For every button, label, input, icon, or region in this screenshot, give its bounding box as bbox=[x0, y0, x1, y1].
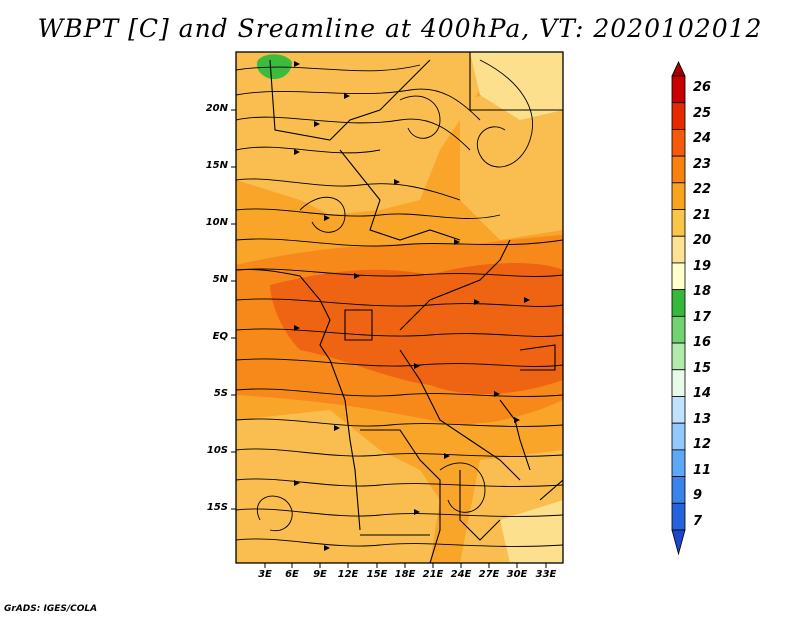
lat-label-10s: 10S bbox=[206, 445, 228, 456]
colorbar-cell bbox=[671, 369, 686, 397]
colorbar-cell bbox=[671, 75, 686, 104]
chart-title: WBPT [C] and Sreamline at 400hPa, VT: 20… bbox=[37, 14, 763, 43]
wbpt-20-south bbox=[236, 410, 440, 563]
colorbar-cell bbox=[671, 129, 686, 157]
colorbar-label-20: 20 bbox=[693, 233, 712, 248]
lon-label-24e: 24E bbox=[450, 569, 472, 580]
colorbar-cell bbox=[671, 155, 686, 184]
colorbar-cell bbox=[671, 102, 686, 130]
colorbar-label-7: 7 bbox=[693, 514, 703, 529]
colorbar-label-13: 13 bbox=[693, 412, 712, 427]
colorbar-label-23: 23 bbox=[693, 157, 712, 172]
lon-label-18e: 18E bbox=[394, 569, 416, 580]
lat-label-15n: 15N bbox=[205, 160, 228, 171]
wbpt-23-core bbox=[270, 263, 563, 395]
colorbar-label-26: 26 bbox=[693, 80, 712, 95]
colorbar-cell bbox=[671, 502, 686, 531]
lon-ticks bbox=[264, 563, 547, 568]
colorbar-label-15: 15 bbox=[693, 361, 712, 376]
colorbar-cell bbox=[671, 315, 686, 344]
map-frame bbox=[235, 51, 564, 564]
lon-label-21e: 21E bbox=[422, 569, 444, 580]
colorbar-cell bbox=[671, 476, 686, 504]
streamline-arrows bbox=[294, 61, 530, 551]
lat-ticks bbox=[231, 109, 236, 510]
colorbar-label-21: 21 bbox=[693, 208, 712, 223]
colorbar-label-19: 19 bbox=[693, 259, 712, 274]
wbpt-20-northeast bbox=[460, 80, 563, 240]
colorbar-label-16: 16 bbox=[693, 335, 712, 350]
colorbar-label-14: 14 bbox=[693, 386, 712, 401]
lon-label-33e: 33E bbox=[535, 569, 557, 580]
colorbar-cell bbox=[671, 235, 686, 264]
lat-label-5s: 5S bbox=[213, 388, 228, 399]
lon-label-27e: 27E bbox=[478, 569, 500, 580]
lon-label-3e: 3E bbox=[258, 569, 272, 580]
lon-label-12e: 12E bbox=[337, 569, 359, 580]
political-boundaries bbox=[236, 52, 563, 563]
colorbar-label-11: 11 bbox=[693, 463, 712, 478]
colorbar-label-18: 18 bbox=[693, 284, 712, 299]
colorbar-top-triangle bbox=[671, 61, 686, 77]
lon-label-15e: 15E bbox=[366, 569, 388, 580]
colorbar-cell bbox=[671, 209, 686, 237]
colorbar-cell bbox=[671, 422, 686, 451]
colorbar bbox=[671, 61, 686, 556]
grads-credit: GrADS: IGES/COLA bbox=[4, 604, 98, 614]
colorbar-cell bbox=[671, 449, 686, 477]
colorbar-bottom-triangle bbox=[671, 529, 686, 556]
lat-label-10n: 10N bbox=[205, 217, 228, 228]
wbpt-field bbox=[236, 52, 563, 563]
colorbar-cell bbox=[671, 262, 686, 291]
lat-label-15s: 15S bbox=[206, 502, 228, 513]
colorbar-label-12: 12 bbox=[693, 437, 712, 452]
colorbar-cell bbox=[671, 396, 686, 424]
colorbar-label-9: 9 bbox=[693, 488, 703, 503]
lat-label-eq: EQ bbox=[212, 331, 228, 342]
wbpt-20-north bbox=[236, 52, 480, 215]
lon-label-6e: 6E bbox=[285, 569, 299, 580]
colorbar-cell bbox=[671, 289, 686, 317]
colorbar-label-17: 17 bbox=[693, 310, 712, 325]
lon-label-30e: 30E bbox=[506, 569, 528, 580]
colorbar-cell bbox=[671, 182, 686, 210]
colorbar-label-22: 22 bbox=[693, 182, 712, 197]
colorbar-label-25: 25 bbox=[693, 106, 712, 121]
lat-label-20n: 20N bbox=[205, 103, 228, 114]
colorbar-cell bbox=[671, 342, 686, 371]
lon-label-9e: 9E bbox=[313, 569, 327, 580]
colorbar-label-24: 24 bbox=[693, 131, 712, 146]
lat-label-5n: 5N bbox=[212, 274, 228, 285]
